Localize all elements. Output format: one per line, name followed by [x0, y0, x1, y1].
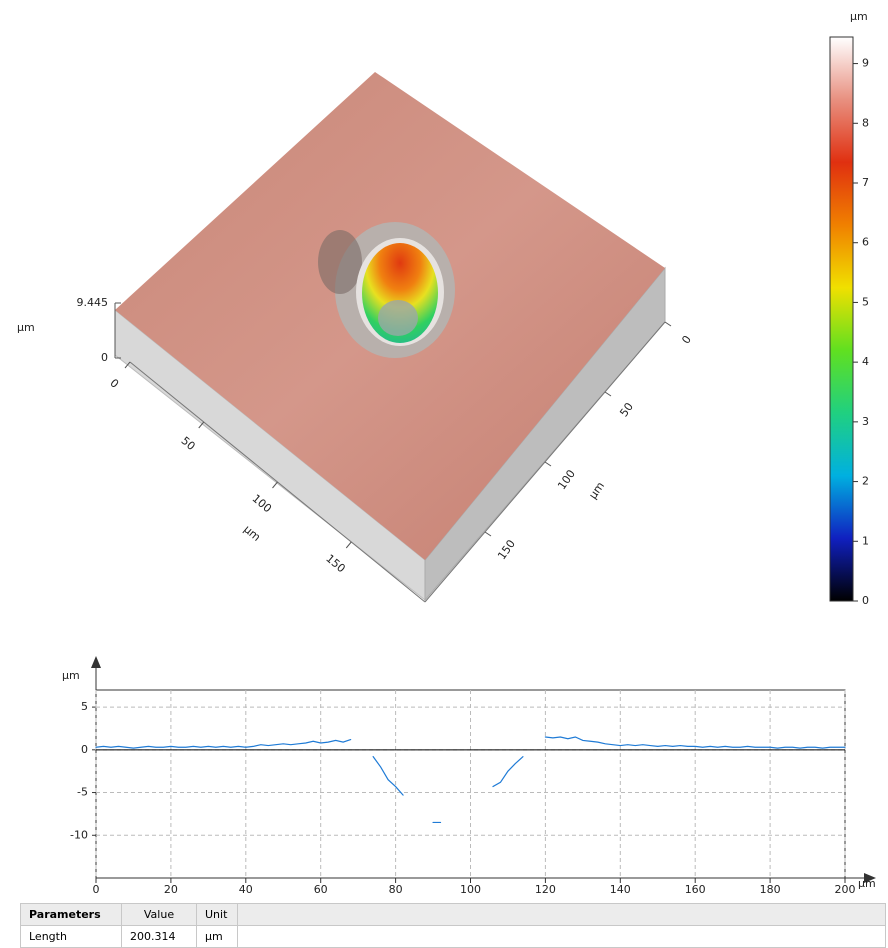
- header-cell: Unit: [197, 904, 238, 926]
- cell: 200.314: [122, 926, 197, 948]
- cell: Length: [21, 926, 122, 948]
- x-tick-label: 50: [179, 434, 198, 453]
- x-tick-label: 200: [835, 883, 856, 896]
- colorbar-tick-label: 5: [862, 295, 869, 308]
- header-filler: [238, 904, 886, 926]
- figure: µm µm µm µm µm µm 09.4450501001500501001…: [0, 0, 888, 900]
- colorbar-tick-label: 8: [862, 116, 869, 129]
- colorbar-tick-label: 3: [862, 415, 869, 428]
- colorbar-tick-label: 2: [862, 475, 869, 488]
- y-tick-label: 100: [555, 467, 578, 492]
- x-tick-label: 150: [323, 552, 347, 575]
- x-tick: [273, 482, 278, 488]
- x-tick-label: 60: [314, 883, 328, 896]
- x-tick-label: 80: [389, 883, 403, 896]
- z-tick-label: 9.445: [77, 296, 109, 309]
- colorbar: [830, 37, 853, 601]
- colorbar-tick-label: 6: [862, 236, 869, 249]
- y-axis-label: µm: [586, 479, 607, 501]
- x-axis-unit: µm: [858, 877, 876, 890]
- x-axis-label: µm: [241, 523, 263, 544]
- colorbar-tick-label: 7: [862, 176, 869, 189]
- header-cell: Parameters: [21, 904, 122, 926]
- x-tick-label: 140: [610, 883, 631, 896]
- x-tick-label: 40: [239, 883, 253, 896]
- page: {"chart_data": [ {"type": "surface", "x_…: [0, 0, 888, 946]
- x-tick-label: 0: [93, 883, 100, 896]
- x-tick-label: 100: [250, 492, 274, 515]
- page-body: µm µm µm µm µm µm 09.4450501001500501001…: [0, 0, 888, 946]
- x-tick-label: 160: [685, 883, 706, 896]
- crater-shadow: [318, 230, 362, 294]
- header-cell: Value: [122, 904, 197, 926]
- row-filler: [238, 926, 886, 948]
- y-tick-label: 150: [495, 537, 518, 562]
- crater-bottom: [378, 300, 418, 336]
- x-tick-label: 20: [164, 883, 178, 896]
- y-axis-unit: µm: [62, 669, 80, 682]
- x-tick-label: 100: [460, 883, 481, 896]
- y-tick-label: 0: [81, 743, 88, 756]
- parameter-table: Parameters Value Unit Length 200.314 µm: [20, 903, 886, 948]
- colorbar-label: µm: [850, 10, 868, 23]
- y-tick: [485, 532, 491, 536]
- y-tick-label: -10: [70, 828, 88, 841]
- colorbar-tick-label: 4: [862, 355, 869, 368]
- y-tick-label: 5: [81, 700, 88, 713]
- colorbar-tick-label: 1: [862, 534, 869, 547]
- cell: µm: [197, 926, 238, 948]
- y-tick-label: 50: [617, 400, 636, 419]
- z-axis-label: µm: [17, 321, 35, 334]
- y-tick: [665, 322, 671, 326]
- y-tick: [545, 462, 551, 466]
- table-header: Parameters Value Unit: [21, 904, 886, 926]
- colorbar-tick-label: 0: [862, 594, 869, 607]
- x-tick: [346, 542, 351, 548]
- y-tick-label: -5: [77, 786, 88, 799]
- colorbar-tick-label: 9: [862, 57, 869, 70]
- y-tick-label: 0: [679, 333, 694, 346]
- y-arrow: [91, 656, 101, 668]
- y-tick: [605, 392, 611, 396]
- x-tick-label: 180: [760, 883, 781, 896]
- table-row: Length 200.314 µm: [21, 926, 886, 948]
- x-tick-label: 0: [107, 376, 121, 390]
- x-tick-label: 120: [535, 883, 556, 896]
- z-tick-label: 0: [101, 351, 108, 364]
